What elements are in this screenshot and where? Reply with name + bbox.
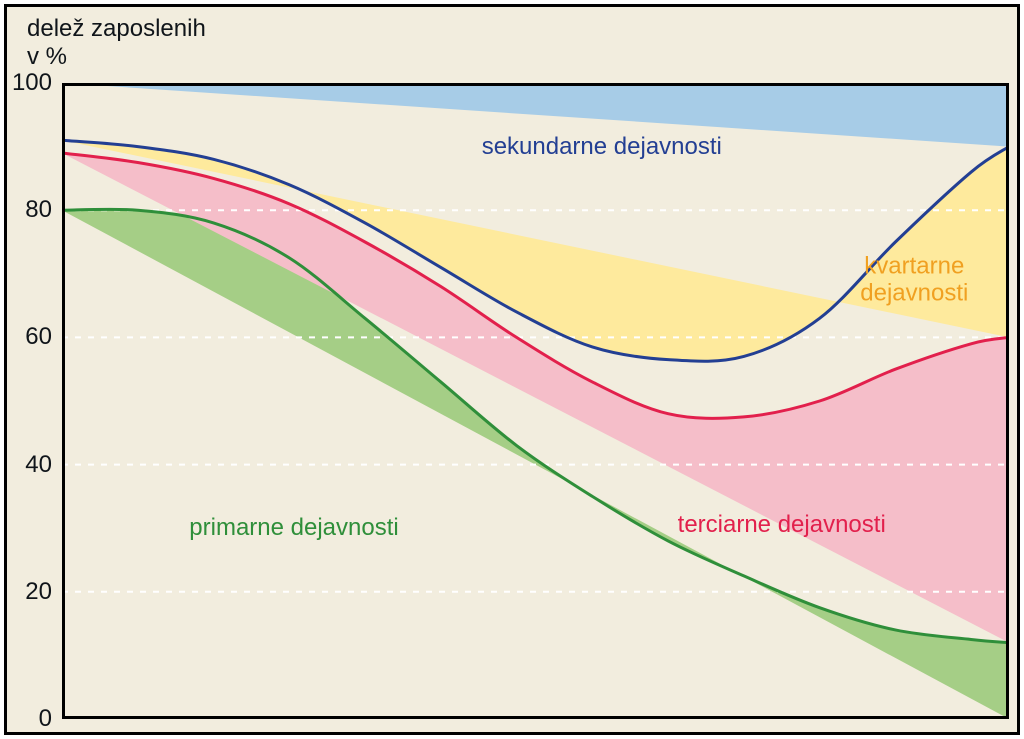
series-label-terciarne: terciarne dejavnosti bbox=[678, 512, 886, 538]
chart-frame: delež zaposlenih v % 020406080100primarn… bbox=[4, 4, 1020, 735]
y-tick-label: 100 bbox=[12, 69, 62, 97]
plot-area: 020406080100primarne dejavnostiterciarne… bbox=[62, 83, 1009, 719]
series-label-kvartarne: kvartarne dejavnosti bbox=[860, 254, 968, 307]
chart-svg bbox=[62, 83, 1009, 719]
y-tick-label: 40 bbox=[25, 451, 62, 479]
series-label-sekundarne: sekundarne dejavnosti bbox=[482, 133, 722, 159]
y-tick-label: 20 bbox=[25, 578, 62, 606]
y-tick-label: 80 bbox=[25, 196, 62, 224]
y-axis-title: delež zaposlenih v % bbox=[27, 15, 206, 70]
series-label-primarne: primarne dejavnosti bbox=[189, 515, 398, 541]
y-tick-label: 60 bbox=[25, 323, 62, 351]
y-tick-label: 0 bbox=[39, 705, 62, 733]
